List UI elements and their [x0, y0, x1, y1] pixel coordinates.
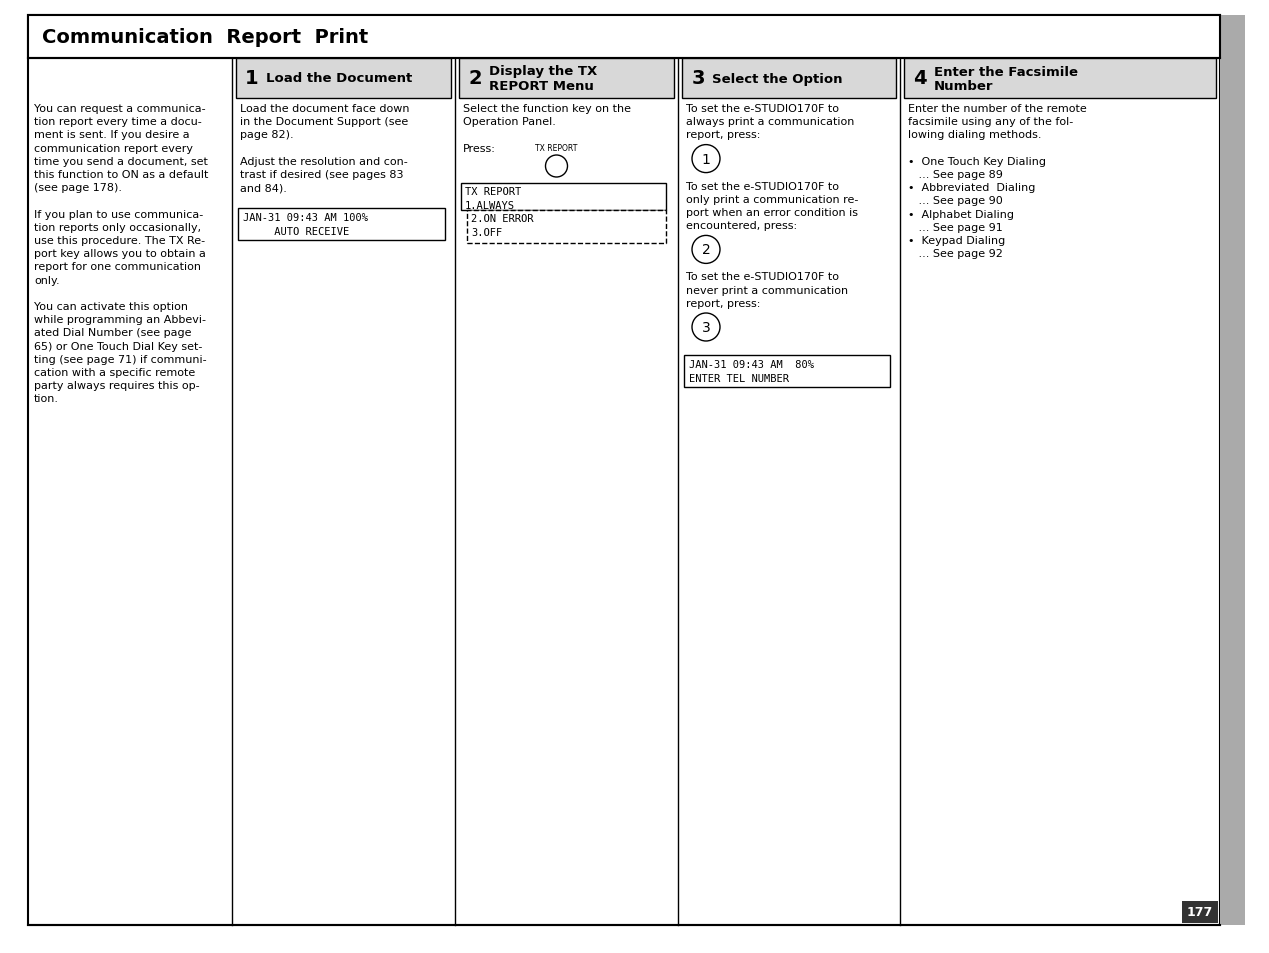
- Bar: [461, 184, 666, 211]
- Text: JAN-31 09:43 AM 100%: JAN-31 09:43 AM 100%: [242, 213, 368, 223]
- Text: •  One Touch Key Dialing: • One Touch Key Dialing: [909, 156, 1046, 167]
- Text: Load the document face down: Load the document face down: [240, 104, 410, 113]
- Text: 177: 177: [1187, 905, 1213, 919]
- Text: Load the Document: Load the Document: [266, 72, 412, 86]
- Text: never print a communication: never print a communication: [687, 285, 848, 295]
- Bar: [1181, 901, 1218, 923]
- Text: 3.OFF: 3.OFF: [471, 228, 503, 237]
- Text: ... See page 90: ... See page 90: [909, 196, 1003, 206]
- Text: tion reports only occasionally,: tion reports only occasionally,: [34, 223, 201, 233]
- Text: only.: only.: [34, 275, 60, 285]
- Circle shape: [692, 236, 720, 264]
- Text: Operation Panel.: Operation Panel.: [463, 117, 556, 127]
- Text: Enter the number of the remote: Enter the number of the remote: [909, 104, 1086, 113]
- Text: TX REPORT: TX REPORT: [536, 144, 577, 152]
- Bar: [459, 59, 674, 99]
- Text: communication report every: communication report every: [34, 144, 193, 153]
- Text: trast if desired (see pages 83: trast if desired (see pages 83: [240, 170, 404, 180]
- Bar: [1220, 16, 1245, 925]
- Text: port when an error condition is: port when an error condition is: [687, 208, 858, 218]
- Text: To set the e-STUDIO170F to: To set the e-STUDIO170F to: [687, 273, 839, 282]
- Bar: [467, 211, 666, 244]
- Text: port key allows you to obtain a: port key allows you to obtain a: [34, 249, 206, 259]
- Text: Number: Number: [934, 79, 994, 92]
- Text: 2: 2: [702, 243, 711, 257]
- Text: Enter the Facsimile: Enter the Facsimile: [934, 66, 1077, 78]
- Text: Select the function key on the: Select the function key on the: [463, 104, 631, 113]
- Bar: [681, 59, 896, 99]
- Text: You can request a communica-: You can request a communica-: [34, 104, 206, 113]
- Text: 65) or One Touch Dial Key set-: 65) or One Touch Dial Key set-: [34, 341, 202, 352]
- Text: If you plan to use communica-: If you plan to use communica-: [34, 210, 203, 219]
- Text: party always requires this op-: party always requires this op-: [34, 381, 199, 391]
- Bar: [239, 209, 445, 241]
- Text: ... See page 89: ... See page 89: [909, 170, 1003, 180]
- Text: (see page 178).: (see page 178).: [34, 183, 122, 193]
- Bar: [684, 355, 890, 388]
- Text: time you send a document, set: time you send a document, set: [34, 156, 208, 167]
- Text: 2: 2: [468, 70, 482, 89]
- Text: cation with a specific remote: cation with a specific remote: [34, 368, 195, 377]
- Text: To set the e-STUDIO170F to: To set the e-STUDIO170F to: [687, 181, 839, 192]
- Text: report, press:: report, press:: [687, 298, 760, 309]
- Bar: [28, 16, 1220, 59]
- Text: tion report every time a docu-: tion report every time a docu-: [34, 117, 202, 127]
- Text: •  Alphabet Dialing: • Alphabet Dialing: [909, 210, 1014, 219]
- Text: To set the e-STUDIO170F to: To set the e-STUDIO170F to: [687, 104, 839, 113]
- Text: only print a communication re-: only print a communication re-: [687, 194, 858, 205]
- Text: 1.ALWAYS: 1.ALWAYS: [464, 201, 515, 211]
- Text: encountered, press:: encountered, press:: [687, 221, 797, 231]
- Text: Select the Option: Select the Option: [712, 72, 843, 86]
- Text: ated Dial Number (see page: ated Dial Number (see page: [34, 328, 192, 338]
- Bar: [236, 59, 450, 99]
- Text: report for one communication: report for one communication: [34, 262, 201, 273]
- Text: ... See page 92: ... See page 92: [909, 249, 1003, 259]
- Text: use this procedure. The TX Re-: use this procedure. The TX Re-: [34, 235, 206, 246]
- Text: in the Document Support (see: in the Document Support (see: [240, 117, 409, 127]
- Text: ENTER TEL NUMBER: ENTER TEL NUMBER: [689, 374, 789, 384]
- Text: always print a communication: always print a communication: [687, 117, 854, 127]
- Text: lowing dialing methods.: lowing dialing methods.: [909, 131, 1042, 140]
- Text: ment is sent. If you desire a: ment is sent. If you desire a: [34, 131, 189, 140]
- Bar: [904, 59, 1216, 99]
- Text: and 84).: and 84).: [240, 183, 287, 193]
- Text: •  Keypad Dialing: • Keypad Dialing: [909, 235, 1005, 246]
- Text: TX REPORT: TX REPORT: [464, 187, 522, 196]
- Text: Adjust the resolution and con-: Adjust the resolution and con-: [240, 156, 407, 167]
- Circle shape: [692, 146, 720, 173]
- Text: ting (see page 71) if communi-: ting (see page 71) if communi-: [34, 355, 207, 364]
- Text: Display the TX: Display the TX: [489, 66, 598, 78]
- Text: page 82).: page 82).: [240, 131, 293, 140]
- Circle shape: [546, 156, 567, 178]
- Circle shape: [692, 314, 720, 341]
- Text: You can activate this option: You can activate this option: [34, 302, 188, 312]
- Text: 2.ON ERROR: 2.ON ERROR: [471, 213, 533, 224]
- Text: this function to ON as a default: this function to ON as a default: [34, 170, 208, 180]
- Text: Communication  Report  Print: Communication Report Print: [42, 28, 368, 47]
- Text: facsimile using any of the fol-: facsimile using any of the fol-: [909, 117, 1074, 127]
- Text: 1: 1: [245, 70, 259, 89]
- Text: •  Abbreviated  Dialing: • Abbreviated Dialing: [909, 183, 1036, 193]
- Text: 1: 1: [702, 152, 711, 167]
- Text: while programming an Abbevi-: while programming an Abbevi-: [34, 314, 206, 325]
- Text: 4: 4: [914, 70, 926, 89]
- Text: 3: 3: [692, 70, 704, 89]
- Text: Press:: Press:: [463, 144, 496, 153]
- Text: 3: 3: [702, 320, 711, 335]
- Text: ... See page 91: ... See page 91: [909, 223, 1003, 233]
- Text: tion.: tion.: [34, 394, 58, 404]
- Text: JAN-31 09:43 AM  80%: JAN-31 09:43 AM 80%: [689, 359, 813, 370]
- Text: report, press:: report, press:: [687, 131, 760, 140]
- Text: REPORT Menu: REPORT Menu: [489, 79, 594, 92]
- Text: AUTO RECEIVE: AUTO RECEIVE: [242, 227, 349, 236]
